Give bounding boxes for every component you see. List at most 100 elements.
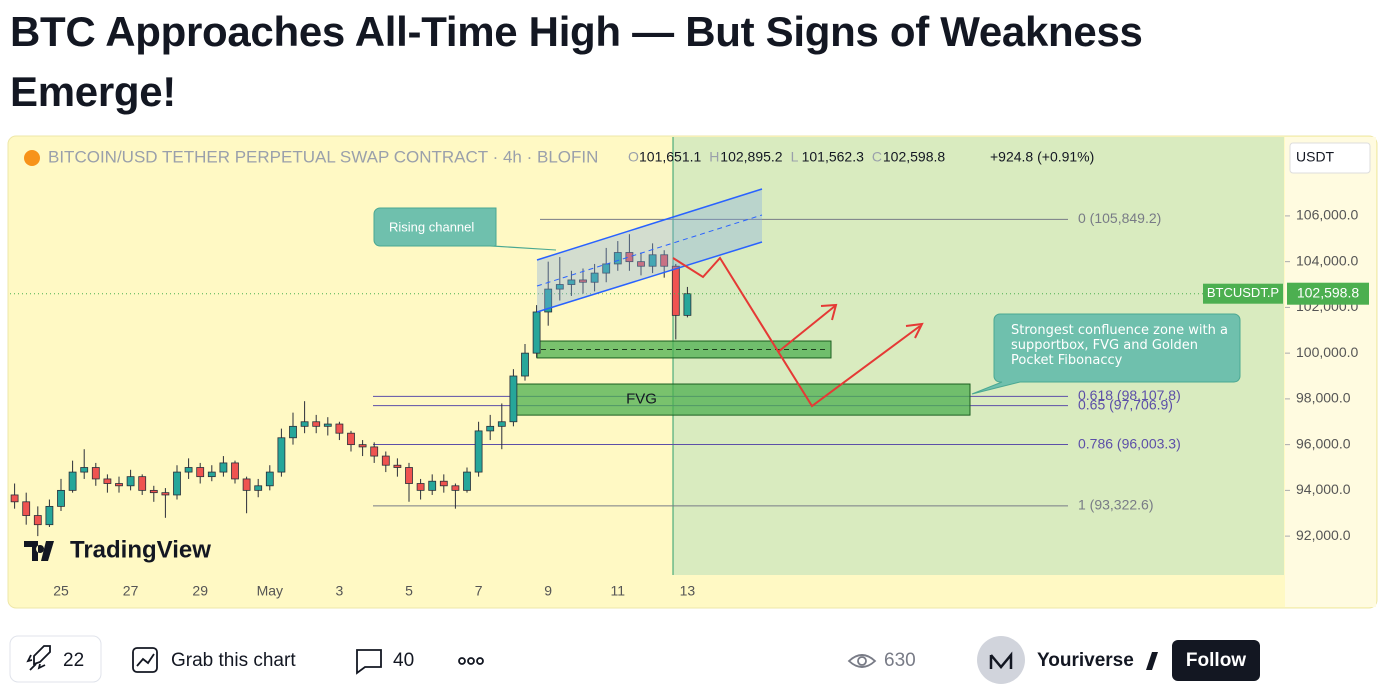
channel-bottom <box>536 241 763 313</box>
callout-shape <box>373 207 557 251</box>
candle-body <box>10 494 19 503</box>
candle-body <box>590 272 599 283</box>
candle-body <box>323 423 332 427</box>
callout-text: Rising channel <box>389 219 474 234</box>
author-badge <box>1146 652 1158 670</box>
candle-body <box>300 421 309 427</box>
candle-body <box>486 425 495 432</box>
candle-body <box>265 471 274 487</box>
grab-icon <box>132 647 158 673</box>
candle-body <box>231 462 239 480</box>
candle-body <box>91 467 100 480</box>
candle-body <box>532 311 541 354</box>
candle-body <box>57 489 65 507</box>
x-tick-label: 13 <box>680 583 696 599</box>
ohlc-value: 101,651.1 <box>639 149 701 165</box>
watermark: TradingView <box>70 536 211 563</box>
candle-body <box>161 492 170 496</box>
candle-body <box>33 515 42 526</box>
price-tag-label: 102,598.8 <box>1297 284 1359 300</box>
symbol-tag <box>1203 283 1283 304</box>
channel-mid <box>536 214 763 287</box>
price-axis <box>1285 137 1376 607</box>
symbol-tag-label: BTCUSDT.P <box>1207 285 1279 300</box>
ohlc-value: 102,598.8 <box>883 149 945 165</box>
candle-body <box>242 478 251 491</box>
candle-body <box>660 254 669 267</box>
candle-body <box>625 252 634 263</box>
candle-body <box>497 421 506 427</box>
dot <box>458 657 466 665</box>
candle-body <box>219 462 228 473</box>
candle-body <box>22 501 31 516</box>
arrow-head <box>820 303 838 321</box>
follow-label: Follow <box>1186 650 1246 671</box>
candle-body <box>103 478 112 484</box>
eye-pupil <box>857 656 867 666</box>
candle-body <box>370 446 379 457</box>
y-tick-label: 98,000.0 <box>1296 390 1351 406</box>
candle-body <box>579 279 587 283</box>
callout-text: Strongest confluence zone with a support… <box>1011 323 1228 368</box>
fib-label: 0.786 (96,003.3) <box>1078 435 1181 451</box>
candle-body <box>683 293 692 316</box>
comment-icon <box>356 649 382 675</box>
currency-box[interactable] <box>1289 142 1371 174</box>
y-tick-label: 94,000.0 <box>1296 481 1351 497</box>
candle-body <box>289 425 297 439</box>
candle-body <box>428 480 437 491</box>
candle-body <box>381 455 390 466</box>
ohlc-key: L <box>791 149 799 165</box>
x-tick-label: 5 <box>405 583 413 599</box>
grab-icon-line <box>136 653 155 667</box>
candle-body <box>451 485 460 491</box>
follow-button[interactable] <box>1172 640 1260 681</box>
avatar-mark <box>989 651 1013 669</box>
candle-body <box>277 437 286 473</box>
dot <box>467 657 475 665</box>
grab-chart[interactable]: Grab this chart <box>171 650 296 671</box>
y-tick-label: 96,000.0 <box>1296 435 1351 451</box>
author[interactable]: Youriverse <box>1037 650 1134 671</box>
fib-label: 0.618 (98,107.8) <box>1078 387 1181 403</box>
candle-body <box>80 467 89 473</box>
candle-body <box>544 288 553 313</box>
y-tick-label: 104,000.0 <box>1296 252 1358 268</box>
view-count: 630 <box>884 650 916 671</box>
callout-shape <box>971 313 1241 395</box>
candle-body <box>463 471 471 491</box>
boost-count: 22 <box>63 650 84 671</box>
symbol-line: BITCOIN/USD TETHER PERPETUAL SWAP CONTRA… <box>48 147 598 166</box>
dot <box>476 657 484 665</box>
candle-body <box>648 254 657 267</box>
candle-body <box>637 261 645 267</box>
rising-channel <box>536 188 763 313</box>
candle-body <box>393 464 402 468</box>
boost-button[interactable] <box>9 635 102 683</box>
candle-body <box>521 352 529 377</box>
x-tick-label: 25 <box>53 583 69 599</box>
candle-body <box>358 444 367 448</box>
avatar[interactable] <box>977 636 1025 684</box>
candle-body <box>254 485 263 491</box>
zone-label: FVG <box>626 391 657 408</box>
candle-body <box>405 467 413 484</box>
change: +924.8 (+0.91%) <box>990 149 1094 165</box>
ohlc-key: O <box>628 149 639 165</box>
candle-body <box>126 476 135 487</box>
candle-body <box>45 505 54 526</box>
arrow-head <box>905 322 924 339</box>
coin-icon <box>24 150 40 166</box>
more-button[interactable] <box>458 657 484 665</box>
ohlc-value: 102,895.2 <box>720 149 782 165</box>
candle-body <box>474 430 483 473</box>
comment-count[interactable]: 40 <box>393 650 414 671</box>
fib-label: 0.65 (97,706.9) <box>1078 396 1173 412</box>
candle-body <box>416 483 425 491</box>
arrow-path <box>672 256 921 408</box>
watermark-logo <box>24 541 54 561</box>
fib-label: 0 (105,849.2) <box>1078 210 1161 226</box>
candle-body <box>173 471 181 496</box>
